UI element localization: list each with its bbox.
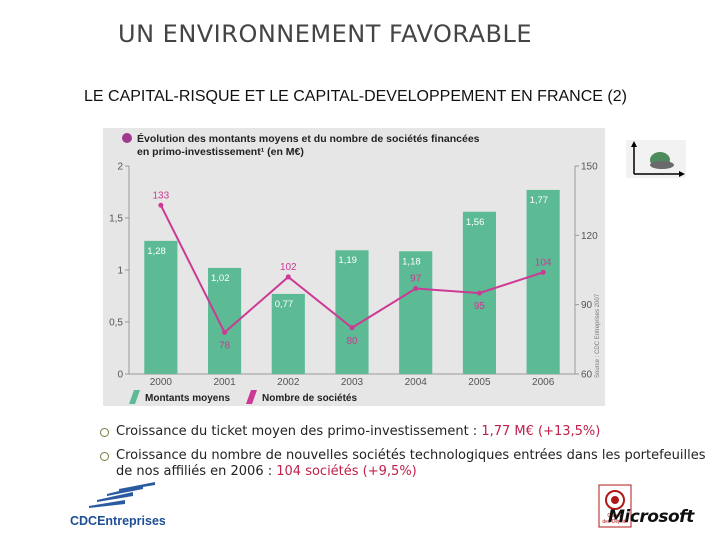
caisse-des-depots-logo: Caisse des Dépôts — [598, 484, 632, 528]
right-axis-tick-label: 120 — [581, 231, 598, 242]
line-point — [222, 329, 228, 335]
bar — [271, 293, 305, 374]
left-axis-tick-label: 1 — [117, 266, 123, 277]
right-axis-tick-label: 150 — [581, 162, 598, 173]
line-point — [540, 269, 546, 275]
slide-title: UN ENVIRONNEMENT FAVORABLE — [118, 20, 533, 48]
bar — [335, 250, 369, 374]
bar — [526, 189, 560, 374]
line-value-label: 78 — [219, 340, 231, 351]
chart-title-line2: en primo-investissement¹ (en M€) — [137, 146, 304, 158]
microsoft-logo: Microsoft — [608, 507, 694, 527]
bullet-highlight: 104 sociétés (+9,5%) — [276, 464, 417, 479]
line-point — [158, 202, 164, 208]
bullet-item: Croissance du nombre de nouvelles sociét… — [100, 448, 710, 480]
bullet-item: Croissance du ticket moyen des primo-inv… — [100, 424, 710, 440]
bar-value-label: 0,77 — [275, 299, 294, 310]
bullet-circle-icon — [100, 428, 109, 437]
bar — [399, 251, 433, 374]
bar — [208, 267, 242, 374]
bar-value-label: 1,28 — [147, 246, 166, 257]
line-value-label: 102 — [280, 262, 297, 273]
right-axis-tick-label: 90 — [581, 300, 593, 311]
bar-value-label: 1,02 — [211, 273, 230, 284]
bullet-circle-icon — [100, 452, 109, 461]
bar — [144, 240, 178, 374]
line-value-label: 97 — [410, 273, 422, 284]
x-tick-label: 2006 — [532, 377, 555, 388]
cdc-logo-text: CDCEntreprises — [70, 514, 165, 528]
caisse-logo-line2: des Dépôts — [602, 519, 628, 525]
bar-value-label: 1,18 — [402, 256, 421, 267]
chart-growth-icon — [626, 140, 686, 178]
x-tick-label: 2005 — [468, 377, 491, 388]
legend-line-label: Nombre de sociétés — [262, 393, 357, 404]
slide-subtitle: LE CAPITAL-RISQUE ET LE CAPITAL-DEVELOPP… — [84, 88, 627, 105]
chart-source: Source : CDC Entreprises 2007 — [595, 293, 601, 378]
x-tick-label: 2000 — [150, 377, 173, 388]
bar-value-label: 1,77 — [530, 195, 549, 206]
left-axis-tick-label: 1,5 — [109, 214, 123, 225]
chart-panel: Évolution des montants moyens et du nomb… — [103, 128, 605, 406]
line-value-label: 104 — [535, 257, 552, 268]
line-point — [349, 325, 355, 331]
bar-value-label: 1,19 — [338, 255, 357, 266]
cdc-entreprises-logo: CDCEntreprises — [67, 482, 165, 530]
legend-line-swatch — [246, 390, 257, 404]
x-tick-label: 2001 — [213, 377, 236, 388]
chart-title-line1: Évolution des montants moyens et du nomb… — [137, 132, 480, 145]
line-value-label: 133 — [153, 190, 170, 201]
bullet-text: Croissance du nombre de nouvelles sociét… — [116, 448, 706, 479]
bullet-list: Croissance du ticket moyen des primo-inv… — [100, 424, 710, 488]
legend-bar-label: Montants moyens — [145, 393, 230, 404]
line-point — [476, 290, 482, 296]
left-axis-tick-label: 2 — [117, 162, 123, 173]
line-point — [413, 285, 419, 291]
line-value-label: 80 — [346, 336, 358, 347]
legend-bar-swatch — [129, 390, 140, 404]
line-point — [285, 274, 291, 280]
left-axis-tick-label: 0,5 — [109, 318, 123, 329]
bar-value-label: 1,56 — [466, 217, 485, 228]
x-tick-label: 2002 — [277, 377, 300, 388]
x-tick-label: 2003 — [341, 377, 364, 388]
bullet-highlight: 1,77 M€ (+13,5%) — [481, 424, 601, 439]
x-tick-label: 2004 — [405, 377, 428, 388]
combo-chart: Évolution des montants moyens et du nomb… — [109, 132, 601, 404]
caisse-logo-line1: Caisse — [607, 513, 623, 519]
line-value-label: 95 — [474, 301, 486, 312]
chart-title-bullet — [122, 133, 132, 143]
bullet-text: Croissance du ticket moyen des primo-inv… — [116, 424, 482, 439]
right-axis-tick-label: 60 — [581, 370, 593, 381]
left-axis-tick-label: 0 — [117, 370, 123, 381]
